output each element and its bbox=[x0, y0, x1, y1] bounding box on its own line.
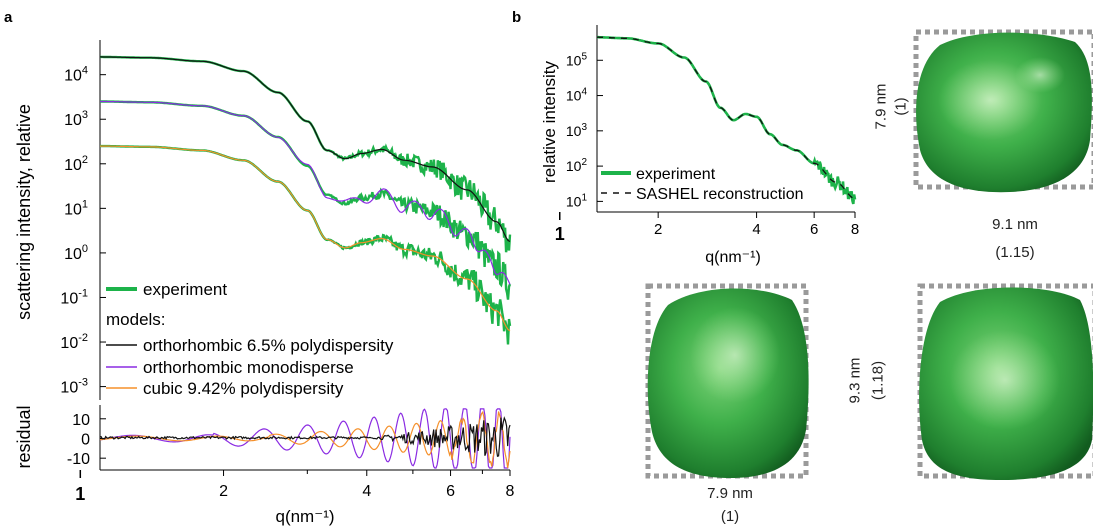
y-tick-label: 10-3 bbox=[60, 377, 88, 397]
panel-a-y-axis-label: scattering intensity, relative bbox=[14, 104, 34, 320]
x-tick-label: 4 bbox=[362, 483, 371, 500]
legend-experiment-label: experiment bbox=[143, 280, 227, 299]
recon-bottom-height-label: 9.3 nm bbox=[846, 357, 864, 404]
x-tick-label-major: 1 bbox=[75, 484, 85, 504]
residual-line bbox=[99, 416, 511, 457]
y-tick-label: 103 bbox=[566, 122, 588, 139]
y-tick-label: 103 bbox=[64, 109, 88, 129]
reconstruction-top-right bbox=[913, 29, 1093, 193]
y-tick-label: 101 bbox=[566, 192, 588, 209]
series-line-model bbox=[100, 145, 511, 332]
panel-a-chart: 104 103 102 101 100 10-1 10-2 10-3 scattering i… bbox=[14, 40, 512, 400]
panel-a-curves bbox=[100, 55, 512, 345]
panel-b-y-axis-label: relative intensity bbox=[540, 61, 559, 183]
x-tick-label: 6 bbox=[446, 483, 455, 500]
residual-line bbox=[99, 410, 511, 469]
y-tick-label: -10 bbox=[67, 451, 90, 468]
panel-a-y-ticks: 104 103 102 101 100 10-1 10-2 10-3 bbox=[60, 65, 106, 397]
series-line-model bbox=[100, 56, 511, 243]
y-tick-label: 102 bbox=[566, 157, 588, 174]
panel-a-residual: 10 0 -10 2 4 6 8 1 residual q(nm⁻¹) bbox=[14, 405, 515, 526]
y-tick-label: 0 bbox=[81, 431, 90, 448]
panel-a-x-axis-label: q(nm⁻¹) bbox=[275, 507, 334, 526]
panel-label-b: b bbox=[512, 9, 522, 26]
residual-line bbox=[99, 408, 511, 469]
y-tick-label: 100 bbox=[64, 243, 88, 263]
legend-ortho-poly-label: orthorhombic 6.5% polydispersity bbox=[143, 336, 394, 355]
y-tick-label: 101 bbox=[64, 198, 88, 218]
x-tick-label: 8 bbox=[506, 483, 515, 500]
legend-ortho-mono-label: orthorhombic monodisperse bbox=[143, 358, 354, 377]
residual-y-ticks: 10 0 -10 bbox=[67, 412, 106, 468]
panel-b-x-ticks: 2 4 6 8 1 bbox=[555, 212, 859, 244]
residual-curves bbox=[99, 408, 511, 469]
series-line-experiment bbox=[597, 35, 857, 205]
x-tick-label: 4 bbox=[752, 221, 760, 238]
frame-dotted bbox=[913, 29, 1093, 190]
residual-y-axis-label: residual bbox=[14, 405, 34, 468]
recon-top-height-ratio: (1) bbox=[892, 97, 910, 116]
particle-highlight bbox=[950, 330, 1060, 430]
x-tick-label: 2 bbox=[654, 221, 662, 238]
y-tick-label: 105 bbox=[566, 51, 588, 68]
y-tick-label: 104 bbox=[566, 87, 588, 104]
particle-highlight bbox=[1015, 57, 1065, 93]
panel-a-legend: experiment models: orthorhombic 6.5% pol… bbox=[106, 280, 394, 398]
reconstruction-bottom-right bbox=[917, 283, 1093, 480]
reconstruction-bottom-left bbox=[645, 283, 809, 479]
y-tick-label: 10-1 bbox=[60, 287, 88, 307]
series-line-model bbox=[100, 100, 511, 285]
particle-highlight bbox=[690, 307, 780, 403]
x-tick-label: 6 bbox=[810, 221, 818, 238]
recon-bottom-width-label: 7.9 nm bbox=[707, 485, 753, 502]
x-tick-label-major: 1 bbox=[555, 224, 565, 244]
legend-b-experiment-label: experiment bbox=[636, 166, 716, 183]
panel-b-chart: 105 104 103 102 101 2 4 6 8 1 relative intensity… bbox=[540, 25, 859, 266]
y-tick-label: 104 bbox=[64, 65, 88, 85]
y-tick-label: 10-2 bbox=[60, 332, 88, 352]
recon-top-width-ratio: (1.15) bbox=[995, 244, 1035, 261]
y-tick-label: 10 bbox=[72, 412, 90, 429]
panel-b-legend: experiment SASHEL reconstruction bbox=[601, 166, 803, 203]
recon-bottom-height-ratio: (1.18) bbox=[869, 360, 887, 401]
legend-models-title: models: bbox=[106, 310, 166, 329]
x-tick-label: 2 bbox=[219, 483, 228, 500]
panel-label-a: a bbox=[4, 9, 13, 26]
residual-x-ticks: 2 4 6 8 1 bbox=[75, 470, 515, 504]
panel-b-x-axis-label: q(nm⁻¹) bbox=[705, 249, 761, 266]
y-tick-label: 102 bbox=[64, 154, 88, 174]
recon-top-width-label: 9.1 nm bbox=[992, 216, 1038, 233]
legend-b-sashel-label: SASHEL reconstruction bbox=[636, 186, 803, 203]
x-tick-label: 8 bbox=[851, 221, 859, 238]
legend-cubic-label: cubic 9.42% polydispersity bbox=[143, 379, 344, 398]
panel-b-curves bbox=[597, 35, 857, 205]
recon-top-height-label: 7.9 nm bbox=[872, 83, 890, 130]
recon-bottom-width-ratio: (1) bbox=[720, 508, 740, 525]
